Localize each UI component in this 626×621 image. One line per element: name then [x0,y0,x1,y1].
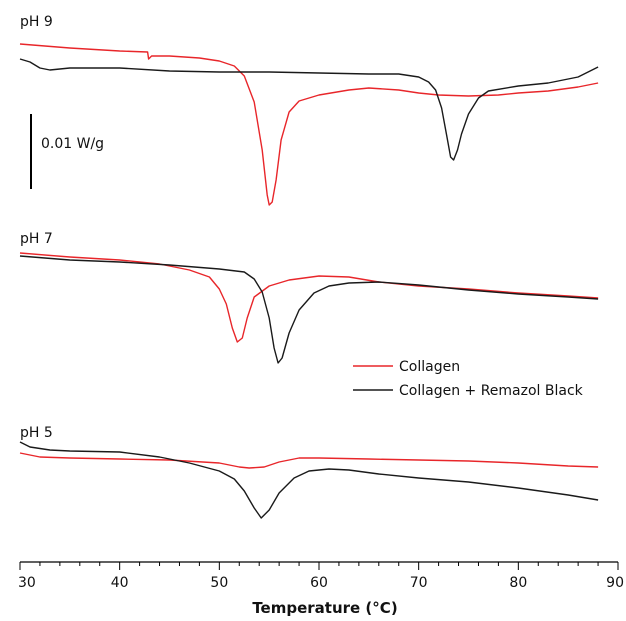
series-line-panel1-series0 [19,252,599,343]
legend: Collagen Collagen + Remazol Black [353,359,584,399]
x-axis-title-unit: °C [372,599,391,617]
x-axis-title-suffix: ) [391,599,398,617]
x-tick-label: 60 [310,575,328,591]
x-tick-label: 40 [111,575,129,591]
panel-label-ph5: pH 5 [20,425,53,441]
x-axis-title-prefix: Temperature ( [252,599,372,617]
panel-label-ph9: pH 9 [20,14,53,30]
series-line-panel0-series0 [19,43,599,206]
curves-layer [19,43,599,519]
x-tick-label: 30 [18,575,36,591]
scale-bar-label: 0.01 W/g [41,136,104,152]
x-tick-label: 70 [410,575,428,591]
series-line-panel0-series1 [19,58,599,161]
x-tick-label: 90 [606,575,624,591]
x-axis-ticks: 30 40 50 60 70 80 90 [18,562,624,591]
legend-label-collagen-remazol: Collagen + Remazol Black [399,383,584,399]
x-axis-title: Temperature (°C) [252,599,397,617]
series-line-panel2-series0 [19,452,599,469]
panel-label-ph7: pH 7 [20,231,53,247]
x-tick-label: 50 [210,575,228,591]
legend-label-collagen: Collagen [399,359,460,375]
series-line-panel1-series1 [19,255,599,364]
series-line-panel2-series1 [19,441,599,519]
x-tick-label: 80 [509,575,527,591]
